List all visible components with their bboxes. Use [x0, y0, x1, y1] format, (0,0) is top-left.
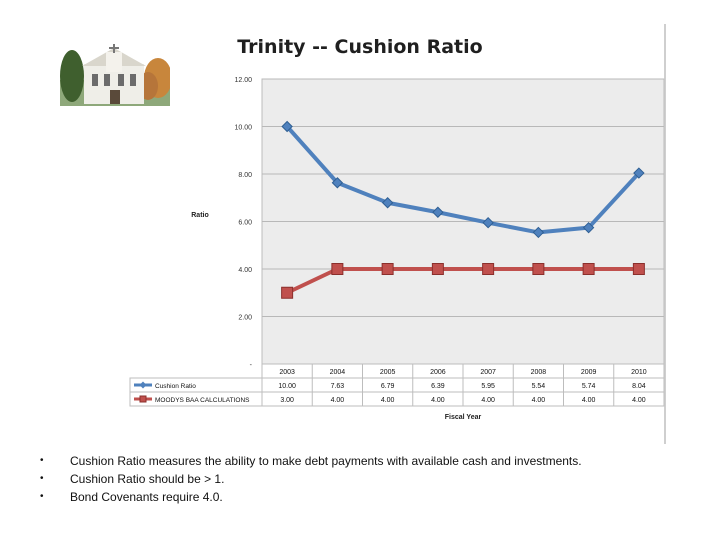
table-value: 4.00: [331, 397, 345, 404]
table-value: 5.74: [582, 383, 596, 390]
data-point: [281, 286, 294, 299]
data-point: [632, 263, 645, 275]
data-point: [582, 221, 595, 234]
table-value: 5.54: [532, 383, 546, 390]
legend-swatch-marker: [139, 395, 147, 403]
table-value: 4.00: [381, 397, 395, 404]
bullet-marker: •: [40, 455, 44, 466]
table-value: 4.00: [481, 397, 495, 404]
table-value: 6.39: [431, 383, 445, 390]
x-tick-label: 2006: [430, 369, 446, 376]
data-point: [482, 263, 495, 275]
data-point: [532, 263, 545, 275]
data-point: [331, 263, 344, 275]
x-axis-label: Fiscal Year: [445, 414, 482, 421]
bullet-text: Cushion Ratio measures the ability to ma…: [70, 454, 582, 468]
bullet-text: Cushion Ratio should be > 1.: [70, 472, 225, 486]
series-line: [285, 125, 641, 235]
data-point: [281, 120, 293, 133]
data-point: [381, 197, 394, 209]
table-value: 4.00: [431, 397, 445, 404]
y-tick-label: 10.00: [234, 125, 252, 132]
bullet-marker: •: [40, 491, 44, 502]
table-value: 5.95: [481, 383, 495, 390]
x-tick-label: 2003: [279, 369, 295, 376]
bullet-marker: •: [40, 473, 44, 484]
data-point: [431, 263, 444, 275]
table-value: 7.63: [331, 383, 345, 390]
data-point: [432, 206, 444, 218]
y-tick-label: 2.00: [238, 315, 252, 322]
legend-label: Cushion Ratio: [155, 383, 196, 390]
bullet-text: Bond Covenants require 4.0.: [70, 490, 223, 504]
y-tick-label: 6.00: [238, 220, 252, 227]
bullet-item: • Cushion Ratio should be > 1.: [40, 470, 582, 488]
table-value: 10.00: [278, 383, 296, 390]
data-point: [532, 226, 545, 239]
data-point: [331, 177, 344, 189]
y-tick-label: -: [250, 362, 253, 369]
table-value: 3.00: [280, 397, 294, 404]
data-point: [582, 263, 595, 275]
x-tick-label: 2008: [531, 369, 547, 376]
table-value: 4.00: [632, 397, 646, 404]
y-tick-label: 4.00: [238, 267, 252, 274]
data-point: [381, 263, 394, 275]
bullet-list: • Cushion Ratio measures the ability to …: [40, 452, 582, 506]
table-value: 4.00: [582, 397, 596, 404]
bullet-item: • Bond Covenants require 4.0.: [40, 488, 582, 506]
y-tick-label: 12.00: [234, 77, 252, 84]
x-tick-label: 2010: [631, 369, 647, 376]
y-tick-label: 8.00: [238, 172, 252, 179]
chart-title: Trinity -- Cushion Ratio: [237, 36, 483, 58]
x-tick-label: 2009: [581, 369, 597, 376]
table-value: 6.79: [381, 383, 395, 390]
church-photo: [60, 42, 170, 106]
table-value: 4.00: [532, 397, 546, 404]
table-value: 8.04: [632, 383, 646, 390]
x-tick-label: 2005: [380, 369, 396, 376]
legend-label: MOODYS BAA CALCULATIONS: [155, 397, 250, 404]
x-tick-label: 2004: [330, 369, 346, 376]
data-point: [482, 216, 494, 229]
right-divider: [664, 24, 666, 444]
series-line: [286, 267, 639, 295]
y-axis-label: Ratio: [191, 212, 209, 219]
data-point: [633, 167, 645, 179]
bullet-item: • Cushion Ratio measures the ability to …: [40, 452, 582, 470]
x-tick-label: 2007: [480, 369, 496, 376]
legend-swatch-marker: [139, 381, 147, 389]
